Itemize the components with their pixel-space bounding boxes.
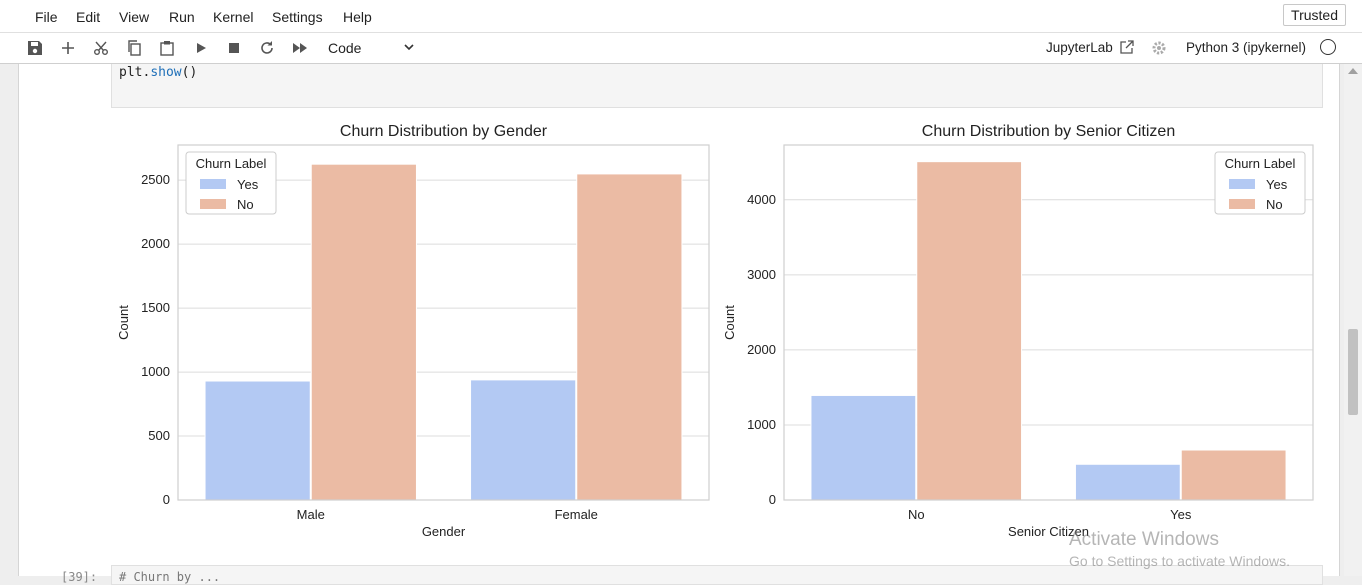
y-axis-label: Count [722, 305, 737, 340]
legend-swatch-no [1229, 199, 1255, 209]
code-function: show [150, 65, 182, 80]
bar-no-male [310, 163, 417, 501]
y-tick-label: 1500 [141, 300, 170, 315]
legend-title: Churn Label [196, 156, 267, 171]
y-tick-label: 2500 [141, 172, 170, 187]
legend-label: Yes [1266, 177, 1288, 192]
menu-run[interactable]: Run [169, 9, 195, 25]
bar-yes-male [204, 380, 311, 501]
y-axis-label: Count [116, 305, 131, 340]
activation-watermark-subtitle: Go to Settings to activate Windows. [1069, 553, 1290, 569]
y-tick-label: 0 [769, 492, 776, 507]
x-axis-label: Gender [422, 524, 466, 539]
plot-frame-0 [177, 144, 710, 501]
y-tick-label: 2000 [747, 342, 776, 357]
plot-frame-1 [783, 144, 1314, 501]
code-parens: () [181, 65, 198, 80]
restart-icon[interactable] [257, 39, 277, 57]
y-tick-label: 1000 [747, 417, 776, 432]
save-icon[interactable] [25, 39, 45, 57]
activation-watermark-title: Activate Windows [1069, 529, 1219, 550]
code-line: plt.show() [119, 65, 197, 80]
kernel-status-icon [1320, 39, 1336, 55]
menu-settings[interactable]: Settings [272, 9, 323, 25]
kernel-name[interactable]: Python 3 (ipykernel) [1186, 40, 1307, 55]
legend-swatch-yes [1229, 179, 1255, 189]
bar-yes-no [810, 394, 917, 501]
chevron-down-icon [402, 37, 416, 61]
copy-icon[interactable] [124, 39, 144, 57]
y-tick-label: 3000 [747, 267, 776, 282]
y-tick-label: 1000 [141, 364, 170, 379]
legend-title: Churn Label [1225, 156, 1296, 171]
next-cell-code: # Churn by ... [119, 570, 221, 584]
y-tick-label: 4000 [747, 192, 776, 207]
add-cell-icon[interactable] [58, 39, 78, 57]
x-tick-label: Female [555, 507, 598, 522]
legend-swatch-no [200, 199, 226, 209]
jupyterlab-link[interactable]: JupyterLab [1046, 40, 1113, 55]
legend-box [185, 151, 277, 215]
bar-no-female [576, 173, 683, 501]
notebook-toolbar: Code JupyterLab Python 3 (ipykernel) [0, 33, 1362, 64]
chart-title: Churn Distribution by Gender [340, 123, 548, 140]
legend-label: No [237, 197, 254, 212]
output-figure: 0 500 1000 1500 2000 2500 Male Female Churn Dist… [110, 108, 1332, 548]
menu-help[interactable]: Help [343, 9, 372, 25]
legend-swatch-yes [200, 179, 226, 189]
kernel-settings-icon[interactable] [1151, 40, 1167, 61]
stop-icon[interactable] [224, 39, 244, 57]
cell-type-select[interactable]: Code [322, 36, 418, 60]
cell-type-value: Code [328, 40, 362, 56]
chart-title: Churn Distribution by Senior Citizen [922, 123, 1175, 140]
external-link-icon[interactable] [1119, 39, 1135, 60]
bar-no-yes [1180, 449, 1287, 501]
menu-edit[interactable]: Edit [76, 9, 101, 25]
menu-bar: File Edit View Run Kernel Settings Help … [0, 0, 1362, 33]
legend-label: Yes [237, 177, 259, 192]
code-cell-editor[interactable]: plt.show() [111, 64, 1323, 108]
x-tick-label: No [908, 507, 925, 522]
code-object: plt. [119, 65, 151, 80]
trusted-badge[interactable]: Trusted [1283, 4, 1346, 26]
x-tick-label: Yes [1170, 507, 1192, 522]
x-tick-label: Male [297, 507, 325, 522]
run-all-icon[interactable] [290, 39, 310, 57]
y-tick-label: 0 [163, 492, 170, 507]
y-tick-label: 500 [148, 428, 170, 443]
next-cell-prompt: [39]: [61, 570, 98, 584]
cut-icon[interactable] [91, 39, 111, 57]
bar-yes-female [470, 379, 577, 501]
charts-svg: 0 500 1000 1500 2000 2500 Male Female Churn Dist… [116, 123, 1314, 539]
menu-view[interactable]: View [119, 9, 150, 25]
bar-yes-yes [1074, 463, 1181, 501]
bar-no-no [916, 161, 1023, 501]
paste-icon[interactable] [157, 39, 177, 57]
legend-label: No [1266, 197, 1283, 212]
menu-kernel[interactable]: Kernel [213, 9, 254, 25]
y-tick-label: 2000 [141, 236, 170, 251]
scroll-up-icon[interactable] [1348, 68, 1358, 74]
scroll-thumb[interactable] [1348, 329, 1358, 415]
legend-box [1214, 151, 1306, 215]
x-axis-label: Senior Citizen [1008, 524, 1089, 539]
run-icon[interactable] [191, 39, 211, 57]
menu-file[interactable]: File [35, 9, 58, 25]
vertical-scrollbar[interactable] [1344, 64, 1362, 576]
